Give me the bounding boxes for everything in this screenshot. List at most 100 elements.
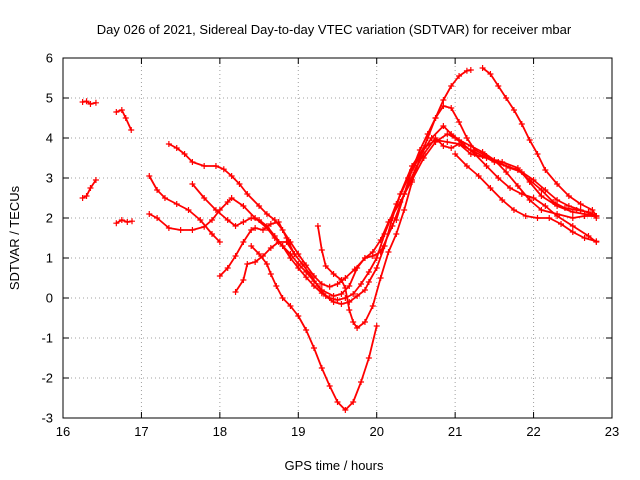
x-tick-label: 22: [526, 424, 540, 439]
x-tick-label: 18: [213, 424, 227, 439]
data-point: [252, 225, 259, 231]
data-point: [303, 327, 310, 333]
x-axis-label: GPS time / hours: [285, 458, 384, 473]
series-s13: [393, 67, 474, 223]
data-point: [361, 287, 368, 293]
data-point: [393, 217, 400, 223]
y-tick-label: 0: [46, 291, 53, 306]
data-point: [561, 205, 568, 211]
data-point: [538, 207, 545, 213]
data-point: [338, 291, 345, 297]
data-point: [295, 313, 302, 319]
data-point: [212, 163, 219, 169]
data-point: [483, 153, 490, 159]
series-s5: [146, 173, 223, 245]
data-point: [377, 275, 384, 281]
data-point: [267, 271, 274, 277]
data-point: [589, 207, 596, 213]
series-line: [115, 109, 133, 131]
data-point: [240, 277, 247, 283]
data-point: [444, 139, 451, 145]
data-point: [83, 193, 90, 199]
data-point: [479, 65, 486, 71]
data-point: [448, 131, 455, 137]
data-point: [236, 181, 243, 187]
series-s14: [479, 65, 600, 219]
data-point: [350, 319, 357, 325]
data-point: [432, 137, 439, 143]
data-point: [475, 173, 482, 179]
data-point: [283, 239, 290, 245]
data-point: [510, 207, 517, 213]
data-point: [526, 137, 533, 143]
y-tick-label: 5: [46, 91, 53, 106]
data-point: [495, 175, 502, 181]
data-point: [393, 231, 400, 237]
data-point: [79, 195, 86, 201]
data-point: [471, 147, 478, 153]
data-point: [373, 323, 380, 329]
data-point: [330, 299, 337, 305]
data-point: [189, 227, 196, 233]
data-point: [569, 223, 576, 229]
series-s15: [452, 151, 600, 245]
data-point: [330, 271, 337, 277]
data-point: [495, 83, 502, 89]
data-point: [369, 303, 376, 309]
data-point: [113, 109, 120, 115]
data-point: [448, 145, 455, 151]
data-point: [538, 193, 545, 199]
data-point: [499, 197, 506, 203]
data-point: [416, 155, 423, 161]
data-point: [440, 123, 447, 129]
data-point: [503, 95, 510, 101]
data-point: [326, 283, 333, 290]
data-point: [452, 151, 459, 157]
data-point: [232, 253, 239, 259]
data-point: [358, 379, 365, 385]
data-point: [92, 177, 99, 183]
data-point: [118, 217, 125, 223]
data-point: [201, 195, 208, 201]
grid: [63, 58, 612, 418]
data-point: [299, 261, 306, 267]
data-point: [456, 119, 463, 125]
data-point: [244, 261, 251, 267]
data-point: [256, 217, 263, 223]
data-point: [279, 295, 286, 301]
data-point: [228, 195, 235, 201]
data-point: [530, 195, 537, 201]
data-point: [209, 231, 216, 237]
series-line: [148, 175, 221, 243]
data-point: [273, 283, 280, 289]
data-point: [124, 219, 131, 225]
data-point: [365, 269, 372, 275]
y-tick-label: 4: [46, 131, 53, 146]
data-point: [577, 201, 584, 207]
data-point: [381, 231, 388, 237]
series-line: [167, 133, 598, 288]
data-point: [310, 345, 317, 351]
data-point: [381, 243, 388, 249]
data-point: [322, 263, 329, 269]
data-point: [585, 233, 592, 239]
data-point: [514, 183, 521, 189]
data-point: [181, 151, 188, 157]
data-point: [154, 187, 161, 193]
data-point: [83, 98, 90, 105]
series-s12: [314, 103, 600, 331]
data-point: [113, 220, 120, 227]
data-point: [263, 261, 270, 267]
data-point: [122, 115, 129, 121]
data-point: [518, 121, 525, 127]
data-point: [189, 181, 196, 187]
data-point: [440, 97, 447, 103]
data-point: [79, 99, 86, 105]
data-point: [542, 203, 549, 209]
data-point: [232, 289, 239, 295]
data-point: [456, 73, 463, 79]
data-point: [259, 227, 266, 233]
data-point: [177, 227, 184, 233]
data-point: [346, 283, 353, 289]
data-point: [267, 221, 274, 227]
